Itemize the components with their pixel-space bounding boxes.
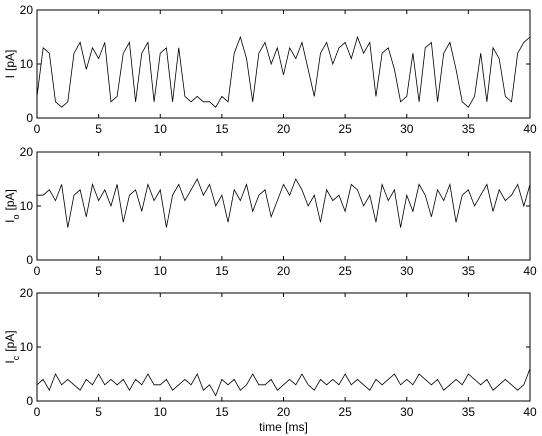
y-tick-label: 0 (26, 394, 33, 408)
y-axis-label: I [pA] (3, 50, 17, 79)
x-tick-label: 30 (400, 122, 414, 136)
trace (36, 368, 531, 397)
trace (36, 35, 531, 108)
y-label-unit: [pA] (3, 189, 17, 210)
x-tick-label: 5 (95, 405, 102, 419)
x-tick-label: 20 (277, 264, 291, 278)
x-tick-label: 0 (34, 122, 41, 136)
x-tick-label: 15 (215, 264, 229, 278)
y-tick-label: 0 (26, 111, 33, 125)
y-tick-label: 20 (20, 3, 34, 17)
x-tick-label: 30 (400, 405, 414, 419)
y-tick-label: 10 (20, 340, 34, 354)
x-tick-label: 40 (523, 405, 537, 419)
y-tick-label: 20 (20, 145, 34, 159)
x-tick-label: 5 (95, 264, 102, 278)
x-tick-label: 35 (462, 405, 476, 419)
x-tick-label: 25 (338, 264, 352, 278)
y-label-symbol: I (3, 220, 17, 223)
x-tick-label: 10 (154, 122, 168, 136)
x-tick-label: 35 (462, 122, 476, 136)
x-tick-label: 15 (215, 122, 229, 136)
y-label-unit: [pA] (3, 330, 17, 351)
x-tick-label: 25 (338, 405, 352, 419)
y-tick-label: 20 (20, 286, 34, 300)
x-tick-label: 0 (34, 264, 41, 278)
x-tick-label: 20 (277, 122, 291, 136)
x-axis-label: time [ms] (259, 420, 308, 434)
x-tick-label: 20 (277, 405, 291, 419)
y-axis-label: Io [pA] (3, 189, 21, 223)
y-label-subscript: o (11, 215, 21, 220)
x-tick-label: 10 (154, 405, 168, 419)
x-tick-label: 40 (523, 122, 537, 136)
trace (37, 178, 531, 228)
x-tick-label: 15 (215, 405, 229, 419)
y-axis-label: Ic [pA] (3, 330, 21, 363)
x-tick-label: 30 (400, 264, 414, 278)
y-tick-label: 10 (20, 199, 34, 213)
y-label-subscript: c (11, 355, 21, 360)
y-tick-label: 10 (20, 57, 34, 71)
y-label-symbol: I (3, 360, 17, 363)
x-tick-label: 35 (462, 264, 476, 278)
x-tick-label: 25 (338, 122, 352, 136)
x-tick-label: 10 (154, 264, 168, 278)
y-label-unit: [pA] (3, 50, 17, 71)
x-tick-label: 0 (34, 405, 41, 419)
y-tick-label: 0 (26, 253, 33, 267)
x-tick-label: 40 (523, 264, 537, 278)
y-label-symbol: I (3, 75, 17, 78)
x-tick-label: 5 (95, 122, 102, 136)
